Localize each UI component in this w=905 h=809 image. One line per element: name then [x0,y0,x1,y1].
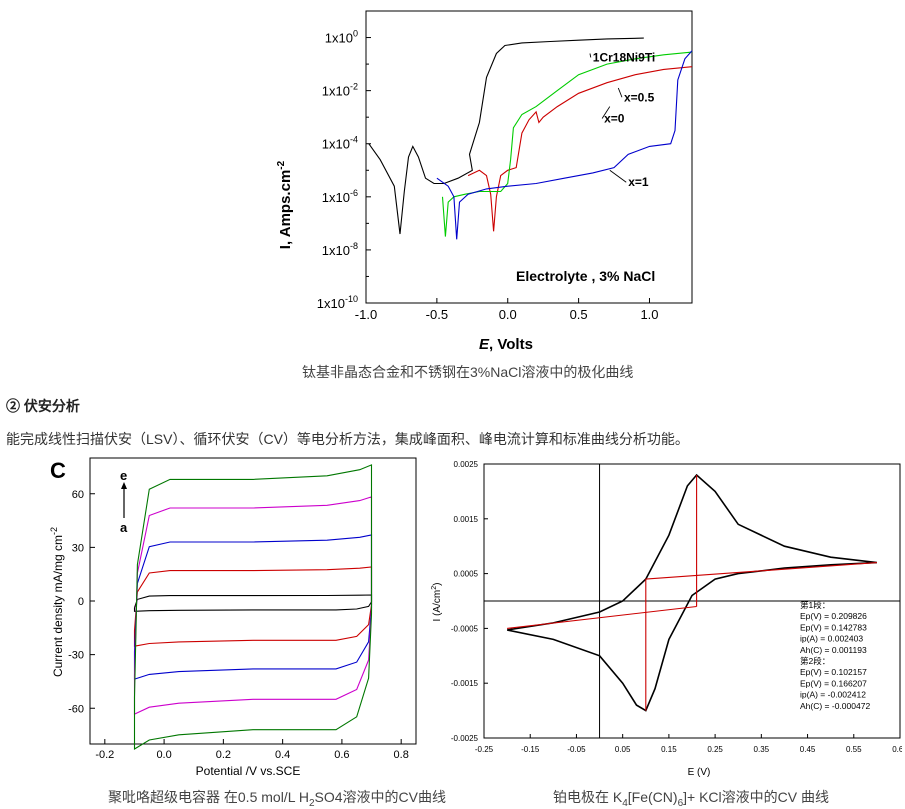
x-tick-label: -1.0 [355,307,377,322]
cv-loop-e [133,464,373,750]
y-tick-label: 0 [78,596,84,608]
x-tick-label: 0.4 [275,749,290,761]
curve-label: x=0 [604,111,625,125]
figure2-caption: 聚吡咯超级电容器 在0.5 mol/L H2SO4溶液中的CV曲线 [108,789,446,809]
series-line-baseline1 [645,562,877,580]
peak-result-line: 第1段： [800,600,830,610]
arrow-label-a: a [120,520,128,535]
series-line-1Cr18Ni9Ti [368,37,644,235]
y-tick-label: 1x10-6 [322,188,358,205]
curve-label: x=0.5 [624,90,655,104]
y-axis-label: Current density mA/mg cm-2 [49,527,65,677]
peak-result-line: Ah(C) = -0.000472 [800,701,870,711]
x-tick-label: -0.25 [475,745,494,754]
peak-result-line: Ep(V) = 0.166207 [800,678,867,688]
x-tick-label: 0.65 [892,745,902,754]
peak-result-line: ip(A) = -0.002412 [800,690,866,700]
x-tick-label: 0.15 [661,745,677,754]
polarization-chart: -1.0 -0.5 0.0 0.5 1.0 1x100 1x10-2 1x10-4 1x10-6… [276,10,693,353]
y-tick-label: -0.0005 [451,624,479,633]
x-tick-label: 0.55 [846,745,862,754]
y-tick-label: 0.0015 [454,515,479,524]
x-tick-label: 0.25 [707,745,723,754]
x-tick-label: 0.8 [394,749,409,761]
x-tick-label: 0.5 [570,307,588,322]
peak-result-line: Ep(V) = 0.209826 [800,611,867,621]
y-tick-label: 1x10-4 [322,135,358,152]
figure3-caption: 铂电极在 K4[Fe(CN)6]+ KCl溶液中的CV 曲线 [553,789,829,809]
cv-loop-d [133,496,373,715]
x-tick-label: 0.2 [216,749,231,761]
y-tick-label: 0.0005 [454,570,479,579]
x-tick-label: -0.05 [567,745,586,754]
y-tick-label: -0.0025 [451,734,479,743]
y-tick-label: 30 [72,542,84,554]
label-leader [601,106,611,119]
label-leader [609,169,627,183]
y-axis-label: I, Amps.cm-2 [276,160,294,249]
x-tick-label: -0.15 [521,745,540,754]
peak-result-line: ip(A) = 0.002403 [800,634,863,644]
x-tick-label: 0.0 [156,749,171,761]
y-tick-label: -60 [68,703,84,715]
curve-label: 1Cr18Ni9Ti [593,50,655,64]
x-tick-label: 0.0 [499,307,517,322]
cv-ferrocyanide-chart: -0.25 -0.15 -0.05 0.05 0.15 0.25 0.35 0.45 0.55 0… [431,460,902,778]
series-line-x=0 [467,66,693,232]
y-axis-label: I (A/cm2) [431,583,443,622]
series-line-x=0.5 [441,51,693,237]
section-body: 能完成线性扫描伏安（LSV）、循环伏安（CV）等电分析方法，集成峰面积、峰电流计… [6,431,689,447]
y-tick-label: 1x10-8 [322,241,358,258]
plot-frame [89,457,417,745]
panel-letter: C [50,458,66,483]
x-tick-label: 0.05 [615,745,631,754]
y-tick-label: -30 [68,650,84,662]
peak-result-line: 第2段： [800,656,830,666]
x-axis-label: E, Volts [479,336,533,353]
section-heading: ② 伏安分析 [6,398,80,414]
cv-loop-c [133,534,373,680]
y-tick-label: 1x100 [325,29,358,46]
x-axis-label: E (V) [688,767,711,778]
electrolyte-annotation: Electrolyte , 3% NaCl [516,268,655,284]
series-line-x=1 [436,50,693,240]
figure1-caption: 钛基非晶态合金和不锈钢在3%NaCl溶液中的极化曲线 [302,364,634,380]
y-tick-label: 1x10-2 [322,82,358,99]
peak-result-line: Ep(V) = 0.142783 [800,622,867,632]
x-tick-label: 0.6 [334,749,349,761]
arrow-head [121,482,127,489]
y-tick-label: 0.0025 [454,460,479,469]
peak-result-line: Ah(C) = 0.001193 [800,645,867,655]
label-leader [589,53,592,58]
cv-supercapacitor-chart: -0.2 0.0 0.2 0.4 0.6 0.8 60 30 0 -30 -60 C e a Cur… [49,457,417,778]
cv-loop-a [133,594,373,612]
y-tick-label: -0.0015 [451,679,479,688]
x-tick-label: -0.5 [426,307,448,322]
series-line-baseline2 [507,605,697,629]
x-tick-label: 0.45 [800,745,816,754]
x-tick-label: -0.2 [95,749,114,761]
y-tick-label: 60 [72,489,84,501]
cv-loop-b [133,566,373,647]
peak-result-line: Ep(V) = 0.102157 [800,667,867,677]
curve-label: x=1 [628,175,649,189]
x-axis-label: Potential /V vs.SCE [196,764,301,778]
plot-frame [365,10,693,304]
label-leader [617,87,623,98]
x-tick-label: 0.35 [754,745,770,754]
arrow-label-e: e [120,468,127,483]
x-tick-label: 1.0 [640,307,658,322]
y-tick-label: 1x10-10 [317,294,358,311]
